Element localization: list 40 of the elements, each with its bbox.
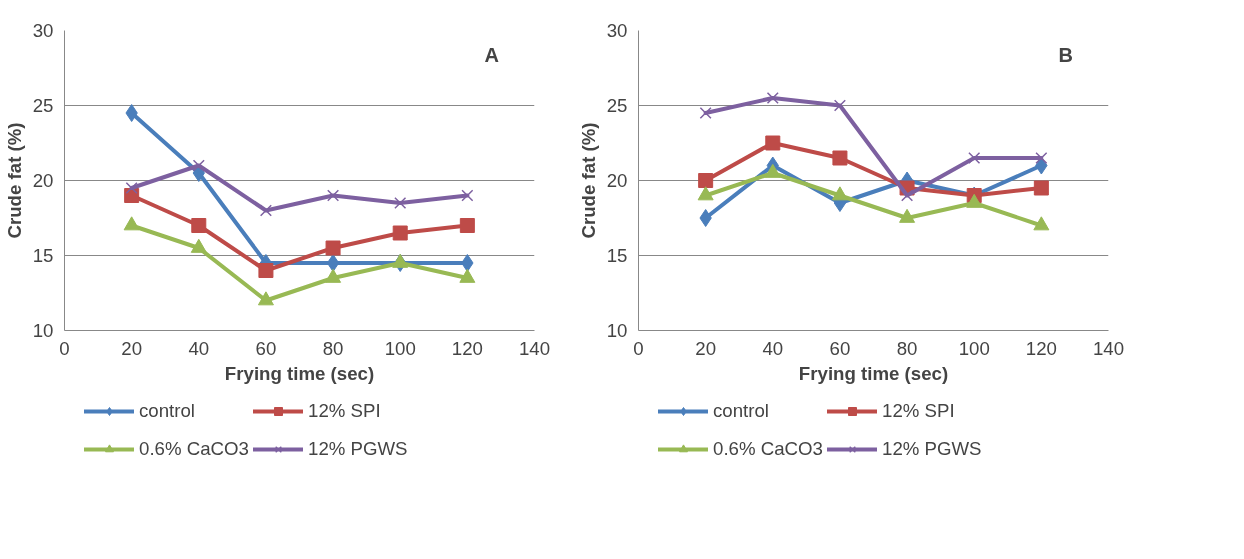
x-tick-label: 20 xyxy=(121,337,143,359)
y-axis-title: Crude fat (%) xyxy=(577,122,599,239)
y-tick-label: 30 xyxy=(606,20,628,41)
legend-label: control xyxy=(139,400,196,422)
legend-label: 0.6% CaCO3 xyxy=(713,438,823,460)
y-tick-label: 25 xyxy=(606,95,628,116)
y-tick-label: 10 xyxy=(32,320,54,341)
x-tick-label: 140 xyxy=(518,337,551,359)
y-tick-label: 15 xyxy=(32,245,54,266)
legend-label: 12% SPI xyxy=(882,400,956,422)
y-tick-label: 30 xyxy=(32,20,54,41)
x-tick-label: 0 xyxy=(59,337,70,359)
x-tick-label: 140 xyxy=(1092,337,1125,359)
x-tick-label: 80 xyxy=(896,337,918,359)
annotation: B xyxy=(1058,43,1073,66)
x-tick-label: 20 xyxy=(695,337,717,359)
annotation: A xyxy=(484,43,499,66)
legend-label: 12% SPI xyxy=(308,400,382,422)
y-tick-label: 15 xyxy=(606,245,628,266)
x-tick-label: 40 xyxy=(762,337,784,359)
x-tick-label: 60 xyxy=(255,337,277,359)
legend-label: 12% PGWS xyxy=(308,438,409,460)
y-tick-label: 20 xyxy=(32,170,54,191)
x-tick-label: 60 xyxy=(829,337,851,359)
legend-label: 12% PGWS xyxy=(882,438,983,460)
legend-label: control xyxy=(713,400,770,422)
x-tick-label: 100 xyxy=(958,337,990,359)
x-tick-label: 120 xyxy=(451,337,483,359)
x-tick-label: 40 xyxy=(188,337,210,359)
y-tick-label: 10 xyxy=(606,320,628,341)
y-tick-label: 25 xyxy=(32,95,54,116)
x-axis-title: Frying time (sec) xyxy=(798,362,949,384)
x-tick-label: 100 xyxy=(384,337,416,359)
x-tick-label: 80 xyxy=(322,337,344,359)
y-tick-label: 20 xyxy=(606,170,628,191)
y-axis-title: Crude fat (%) xyxy=(3,122,25,239)
x-tick-label: 120 xyxy=(1025,337,1057,359)
legend-label: 0.6% CaCO3 xyxy=(139,438,249,460)
x-tick-label: 0 xyxy=(633,337,644,359)
x-axis-title: Frying time (sec) xyxy=(224,362,375,384)
